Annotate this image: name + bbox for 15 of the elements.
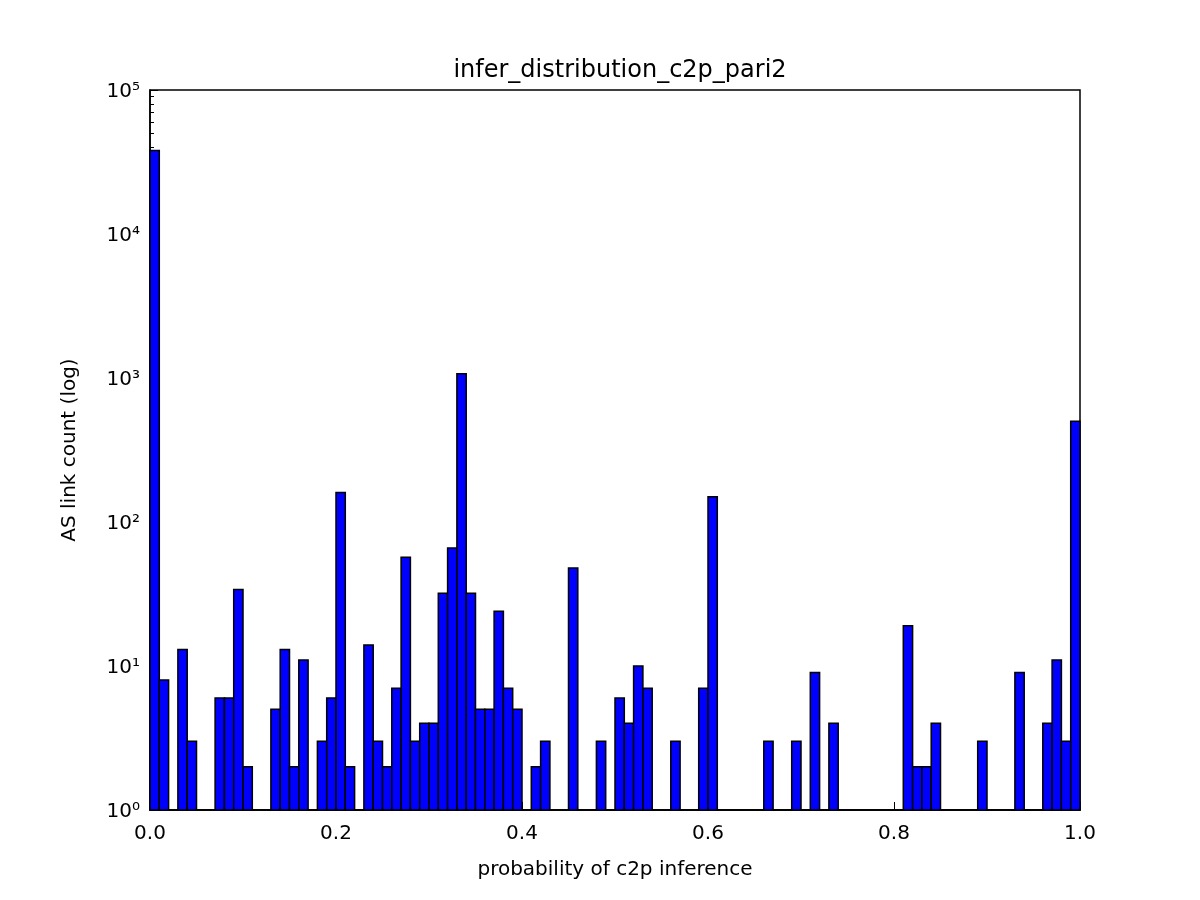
y-tick-label: 10⁰ <box>106 798 140 822</box>
y-tick-label: 10⁵ <box>106 78 140 102</box>
x-tick-label: 0.6 <box>692 820 724 844</box>
x-tick-label: 0.8 <box>878 820 910 844</box>
x-tick-label: 0.4 <box>506 820 538 844</box>
y-tick-label: 10¹ <box>106 654 140 678</box>
y-tick-label: 10² <box>106 510 140 534</box>
y-tick-label: 10⁴ <box>106 222 140 246</box>
x-tick-label: 0.0 <box>134 820 166 844</box>
x-tick-label: 1.0 <box>1064 820 1096 844</box>
y-axis-title: AS link count (log) <box>56 358 80 542</box>
x-tick-label: 0.2 <box>320 820 352 844</box>
chart-title: infer_distribution_c2p_pari2 <box>453 55 787 83</box>
y-tick-label: 10³ <box>106 366 140 390</box>
x-axis-title: probability of c2p inference <box>477 856 753 880</box>
